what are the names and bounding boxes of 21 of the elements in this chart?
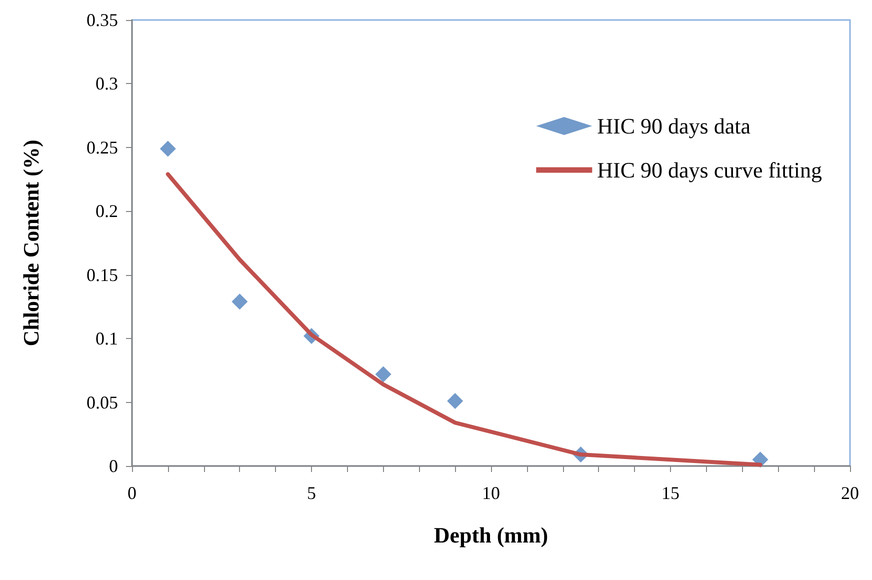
point bbox=[375, 366, 392, 382]
legend-label: HIC 90 days curve fitting bbox=[597, 158, 822, 182]
point bbox=[447, 393, 464, 410]
x-tick-label: 5 bbox=[307, 483, 316, 503]
y-tick-label: 0.35 bbox=[86, 10, 118, 30]
x-tick-label: 10 bbox=[482, 483, 500, 503]
x-tick-label: 0 bbox=[128, 483, 136, 503]
y-tick-label: 0.25 bbox=[86, 137, 118, 158]
x-axis-title: Depth (mm) bbox=[434, 522, 548, 548]
y-tick-label: 0 bbox=[109, 456, 118, 476]
y-axis-title: Chloride Content (%) bbox=[18, 140, 44, 346]
point bbox=[232, 294, 248, 310]
point bbox=[160, 140, 176, 157]
y-tick-label: 0.2 bbox=[96, 201, 118, 222]
y-tick-label: 0.3 bbox=[96, 74, 118, 94]
legend-label: HIC 90 days data bbox=[597, 114, 751, 138]
y-tick-label: 0.1 bbox=[96, 328, 118, 349]
y-tick-label: 0.05 bbox=[86, 392, 118, 412]
y-tick-label: 0.15 bbox=[86, 264, 118, 285]
x-tick-label: 20 bbox=[841, 483, 859, 503]
x-tick-label: 15 bbox=[662, 483, 680, 503]
